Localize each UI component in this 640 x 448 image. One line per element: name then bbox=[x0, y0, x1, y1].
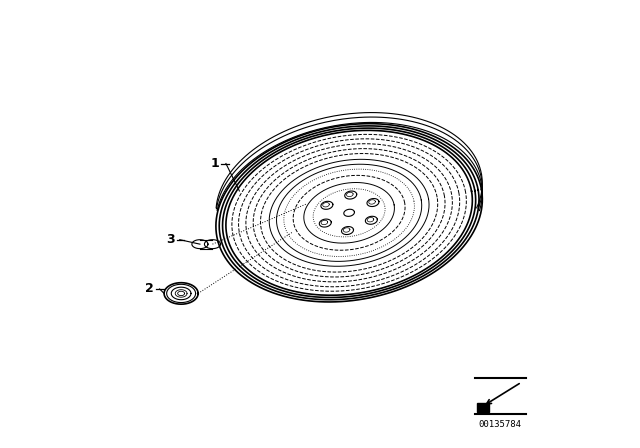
Text: 00135784: 00135784 bbox=[479, 420, 522, 429]
Text: 3: 3 bbox=[166, 233, 174, 246]
Bar bbox=[477, 403, 490, 412]
Text: 1: 1 bbox=[211, 157, 220, 170]
Text: 2: 2 bbox=[145, 282, 154, 296]
